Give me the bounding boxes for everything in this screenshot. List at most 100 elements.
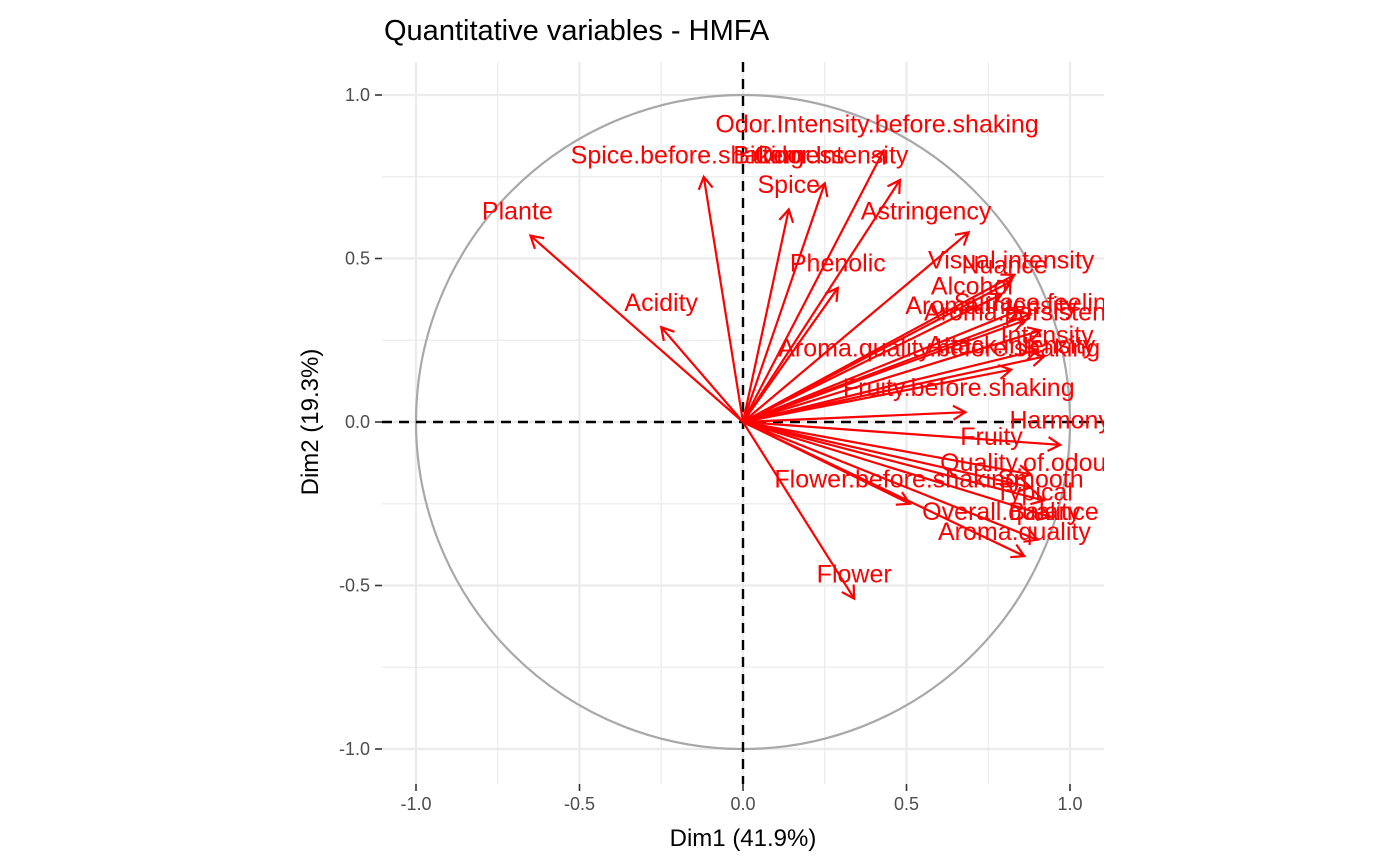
variable-arrow [742,345,1040,424]
arrow-shaft [742,150,885,423]
arrow-head [1017,477,1033,493]
variable-label: Odor.Intensity.before.shaking [715,111,1038,139]
arrow-shaft [742,309,1019,424]
arrow-shaft [742,293,1002,423]
arrow-head [954,230,971,246]
arrow-shaft [742,421,856,600]
arrow-shaft [742,348,1038,424]
arrow-shaft [742,319,1025,424]
variable-arrow [742,420,1046,506]
x-tick-label: 1.0 [1057,794,1082,814]
arrow-head [1023,528,1040,543]
arrow-head [1047,436,1063,452]
variable-arrow [742,420,1063,452]
arrow-head [871,148,886,165]
variable-label: Acidity [624,289,698,317]
variable-arrow [742,230,971,423]
variable-label: Plante [482,197,553,225]
variable-label: Overall.quality [922,498,1081,526]
arrow-head [778,207,795,224]
variable-label: Harmony [1009,407,1111,435]
arrow-head [1010,317,1027,333]
arrow-shaft [742,287,839,423]
arrow-shaft [741,182,826,423]
variable-arrow [742,317,1027,424]
y-tick-label: -1.0 [339,739,370,759]
arrow-head [1030,489,1046,506]
variable-arrow [742,148,886,423]
arrow-shaft [742,420,1045,502]
arrow-shaft [742,420,1032,489]
variable-label: Attack.intensity [927,331,1096,359]
variable-arrow [741,207,795,423]
arrow-head [997,364,1014,380]
variable-label: Fruity.before.shaking [843,374,1075,402]
y-tick-label: -0.5 [339,576,370,596]
arrow-head [697,174,714,191]
variable-arrow [697,174,745,423]
x-axis-title: Dim1 (41.9%) [670,825,817,852]
arrow-shaft [702,176,745,423]
variable-label: Flower.before.shaking [774,465,1019,493]
y-tick-label: 0.0 [345,412,370,432]
variable-labels: Odor.Intensity.before.shaking Spice.befor… [482,111,1132,589]
variable-label: Aroma.persistency [924,299,1132,327]
arrow-shaft [529,234,744,423]
arrow-shaft [742,231,970,423]
variable-label: Quality.of.odour [940,449,1115,477]
arrow-shaft [742,411,966,424]
variable-arrow [741,181,829,423]
arrow-shaft [742,179,901,423]
variable-label: Aroma.intensity [905,292,1078,320]
variable-label: Nuance [962,251,1048,279]
arrow-head [987,292,1004,307]
variable-arrow [742,404,968,424]
arrow-head [1010,543,1027,559]
arrow-head [528,234,545,250]
arrow-head [1017,464,1033,481]
variable-label: Smooth [997,465,1083,493]
variable-arrow [742,286,840,423]
variable-label: Aroma.quality [938,518,1091,546]
arrow-head [1036,505,1053,522]
arrow-shaft [742,420,1061,446]
variable-arrow [528,234,744,423]
variable-arrow [742,421,856,601]
arrow-head [997,279,1014,294]
variable-arrow [742,420,1053,522]
variable-label: Flower [817,560,892,588]
variable-label: Typical [995,479,1073,507]
variable-arrow [742,420,1033,493]
arrow-head [1023,345,1040,361]
variable-label: Phenolic [790,250,886,278]
arrow-shaft [742,368,1012,424]
variable-label: Aroma.quality.before.shaking [778,335,1100,363]
variable-arrow [742,292,1004,423]
arrow-shaft [742,421,1025,558]
variable-arrow [742,279,1014,423]
variable-label: Visual.intensity [928,246,1095,274]
variable-label: Fruity [960,423,1023,451]
variable-arrow [742,326,1043,424]
variable-arrow [742,420,1040,543]
x-tick-label: 0.0 [730,794,755,814]
arrow-head [886,178,902,195]
variable-label: Surface.feeling [954,289,1121,317]
variable-arrow [659,325,744,423]
variable-arrows [528,148,1063,601]
arrow-shaft [742,280,1012,423]
x-tick-label: -1.0 [400,794,431,814]
arrow-shaft [742,420,1051,518]
y-tick-label: 0.5 [345,249,370,269]
arrow-head [1026,326,1043,342]
variable-label: Bitterness [733,142,844,170]
variable-label: Odor.Intensity [754,142,909,170]
variable-arrow [742,421,1027,559]
variable-label: Alcohol [931,273,1013,301]
chart-title: Quantitative variables - HMFA [384,15,770,47]
arrow-shaft [742,420,1031,476]
y-tick-label: 1.0 [345,85,370,105]
